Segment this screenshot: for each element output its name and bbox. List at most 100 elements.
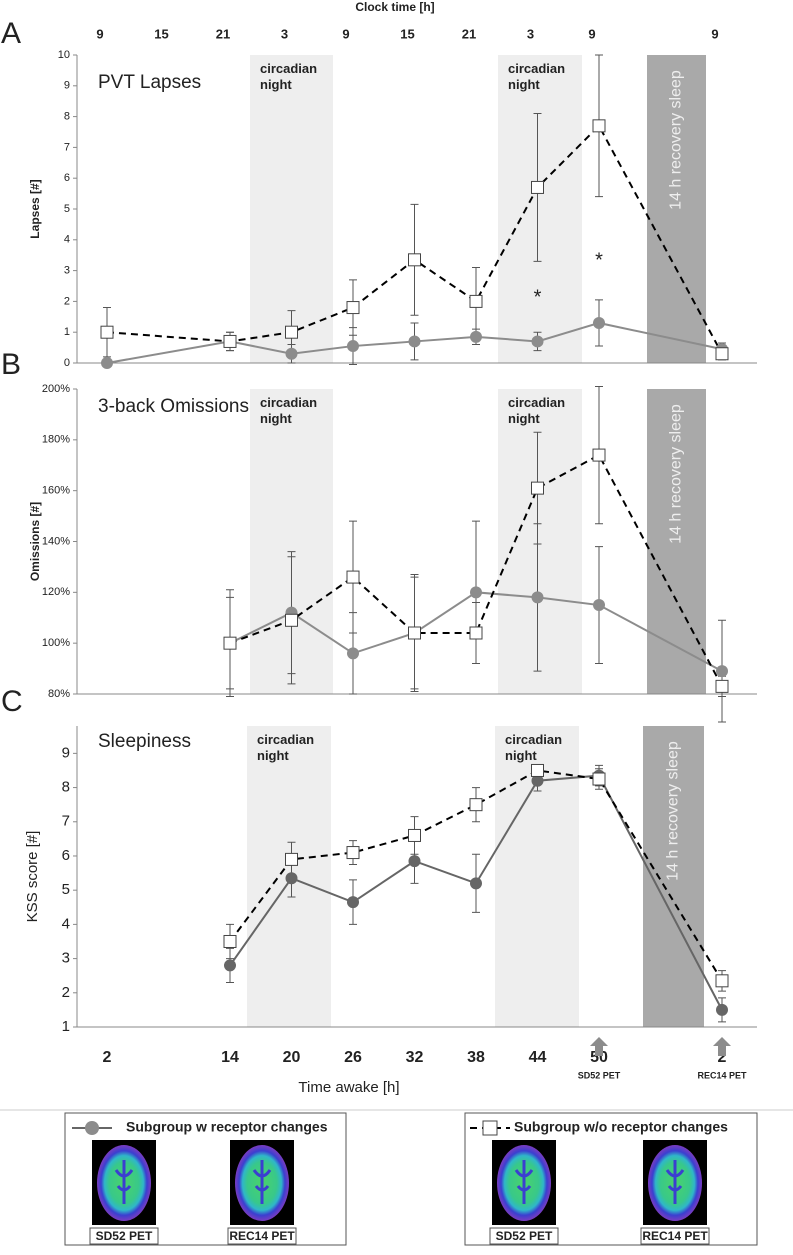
pet-label: SD52 PET <box>496 1229 553 1243</box>
x-tick-label: 20 <box>283 1049 301 1066</box>
data-point <box>346 570 360 584</box>
y-tick-label: 6 <box>62 847 70 864</box>
clock-tick-label: 9 <box>342 26 349 41</box>
data-point <box>469 626 483 640</box>
pet-arrow-label: SD52 PET <box>578 1070 621 1080</box>
legend-label: Subgroup w/o receptor changes <box>514 1119 728 1135</box>
clock-tick-label: 15 <box>154 26 168 41</box>
night-band <box>498 55 582 363</box>
data-point <box>716 1003 728 1016</box>
data-point <box>347 896 359 909</box>
sleep-band <box>647 389 706 694</box>
y-tick-label: 6 <box>64 172 70 184</box>
data-point <box>715 347 729 361</box>
y-tick-label: 180% <box>42 434 70 446</box>
data-point <box>531 180 544 194</box>
data-point <box>408 626 421 640</box>
pet-label-box <box>89 1227 159 1245</box>
data-point <box>285 872 298 885</box>
annotation: * <box>595 250 603 272</box>
y-tick-label: 3 <box>64 265 70 277</box>
data-point <box>592 119 606 133</box>
data-point <box>531 335 544 348</box>
clock-tick-label: 3 <box>527 26 534 41</box>
data-point <box>408 828 421 842</box>
panel-label: B <box>1 348 21 381</box>
pet-arrow <box>713 1037 731 1056</box>
data-point <box>716 665 728 678</box>
clock-tick-label: 15 <box>400 26 414 41</box>
clock-tick-label: 21 <box>462 26 476 41</box>
band-label: circadian night <box>260 395 318 426</box>
legend-label: Subgroup w receptor changes <box>126 1119 328 1135</box>
series-line <box>229 774 723 1011</box>
data-point <box>408 335 421 348</box>
x-tick-label: 32 <box>406 1049 424 1066</box>
y-tick-label: 9 <box>62 744 70 761</box>
sleep-band <box>647 55 706 363</box>
y-tick-label: 5 <box>64 203 70 215</box>
clock-tick-label: 21 <box>216 26 230 41</box>
data-point <box>592 448 606 462</box>
series-line <box>229 769 723 982</box>
legend-marker <box>85 1121 99 1135</box>
data-point <box>285 325 298 339</box>
band-label: circadian night <box>508 61 566 92</box>
data-point <box>469 798 483 812</box>
data-point <box>346 846 360 860</box>
series-line <box>229 453 723 687</box>
data-point <box>715 679 729 693</box>
y-tick-label: 7 <box>64 141 70 153</box>
y-tick-label: 9 <box>64 80 70 92</box>
x-axis-title: Time awake [h] <box>298 1079 399 1096</box>
data-point <box>223 636 237 650</box>
clock-tick-label: 9 <box>588 26 595 41</box>
y-tick-label: 1 <box>64 326 70 338</box>
pet-arrow <box>590 1037 608 1056</box>
x-tick-label: 38 <box>467 1049 485 1066</box>
legend-box <box>64 1112 347 1246</box>
data-point <box>593 599 605 612</box>
y-tick-label: 160% <box>42 485 70 497</box>
data-point <box>223 934 237 948</box>
clock-tick-label: 9 <box>96 26 103 41</box>
y-tick-label: 3 <box>62 950 70 967</box>
y-tick-label: 140% <box>42 535 70 547</box>
pet-label: SD52 PET <box>96 1229 153 1243</box>
data-point <box>285 852 298 866</box>
data-point <box>531 481 544 495</box>
band-label: 14 h recovery sleep <box>668 70 685 210</box>
night-band <box>498 389 582 694</box>
series-line <box>229 591 723 673</box>
clock-axis-title: Clock time [h] <box>355 0 434 14</box>
data-point <box>469 294 483 308</box>
sleep-band <box>643 726 704 1027</box>
x-tick-label: 26 <box>344 1049 362 1066</box>
x-tick-label: 2 <box>103 1049 112 1066</box>
x-tick-label: 2 <box>718 1049 727 1066</box>
data-point <box>531 591 544 604</box>
panel-title: PVT Lapses <box>98 72 201 93</box>
band-label: circadian night <box>260 61 318 92</box>
y-tick-label: 7 <box>62 813 70 830</box>
data-point <box>470 330 482 343</box>
band-label: circadian night <box>508 395 566 426</box>
data-point <box>592 772 606 786</box>
pet-label-box <box>489 1227 559 1245</box>
y-tick-label: 4 <box>64 234 70 246</box>
pet-ventricle <box>514 1160 534 1204</box>
data-point <box>715 974 729 988</box>
x-tick-label: 44 <box>529 1049 547 1066</box>
x-tick-label: 50 <box>590 1049 608 1066</box>
annotation: * <box>534 287 542 309</box>
pet-label-box <box>227 1227 297 1245</box>
legend-box <box>464 1112 758 1246</box>
data-point <box>100 325 114 339</box>
data-point <box>593 316 605 329</box>
pet-ventricle <box>114 1160 134 1204</box>
data-point <box>531 774 544 787</box>
y-tick-label: 0 <box>64 357 70 369</box>
clock-tick-label: 3 <box>281 26 288 41</box>
pet-arrow-label: REC14 PET <box>697 1070 747 1080</box>
